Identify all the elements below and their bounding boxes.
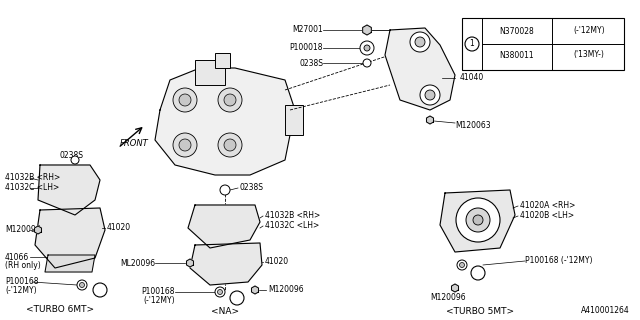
Text: 41020: 41020	[107, 223, 131, 233]
Polygon shape	[35, 226, 42, 234]
Text: 0238S: 0238S	[240, 182, 264, 191]
Circle shape	[456, 198, 500, 242]
Circle shape	[71, 156, 79, 164]
Text: A410001264: A410001264	[581, 306, 630, 315]
Bar	[215, 53, 230, 68]
Text: ('13MY-): ('13MY-)	[573, 51, 604, 60]
Text: P100168: P100168	[141, 287, 175, 297]
Text: N380011: N380011	[500, 51, 534, 60]
Bar	[285, 105, 303, 135]
Text: (-'12MY): (-'12MY)	[5, 286, 36, 295]
Bar	[462, 18, 624, 70]
Circle shape	[77, 280, 87, 290]
Text: ML20096: ML20096	[120, 259, 155, 268]
Circle shape	[230, 291, 244, 305]
Text: <NA>: <NA>	[211, 308, 239, 316]
Circle shape	[224, 94, 236, 106]
Polygon shape	[190, 243, 262, 285]
Polygon shape	[35, 208, 105, 268]
Text: FRONT: FRONT	[120, 139, 148, 148]
Text: 0238S: 0238S	[60, 150, 84, 159]
Circle shape	[420, 85, 440, 105]
Circle shape	[364, 45, 370, 51]
Polygon shape	[186, 259, 193, 267]
Polygon shape	[38, 165, 100, 215]
Circle shape	[79, 283, 84, 287]
Polygon shape	[188, 205, 260, 248]
Circle shape	[173, 133, 197, 157]
Polygon shape	[155, 68, 295, 175]
Text: M120096: M120096	[268, 285, 303, 294]
Circle shape	[363, 59, 371, 67]
Circle shape	[218, 88, 242, 112]
Text: 41040: 41040	[460, 74, 484, 83]
Text: M120096: M120096	[430, 293, 466, 302]
Text: 1: 1	[476, 270, 480, 276]
Circle shape	[224, 139, 236, 151]
Polygon shape	[452, 284, 458, 292]
Circle shape	[360, 41, 374, 55]
Text: 41032B <RH>: 41032B <RH>	[265, 211, 320, 220]
Text: P100018: P100018	[289, 44, 323, 52]
Circle shape	[415, 37, 425, 47]
Circle shape	[218, 133, 242, 157]
Circle shape	[466, 208, 490, 232]
Text: 1: 1	[235, 295, 239, 301]
Circle shape	[460, 262, 465, 268]
Text: N370028: N370028	[500, 27, 534, 36]
Circle shape	[425, 90, 435, 100]
Polygon shape	[440, 190, 515, 252]
Text: (RH only): (RH only)	[5, 261, 41, 270]
Circle shape	[179, 139, 191, 151]
Text: 1: 1	[98, 287, 102, 293]
Text: 41032B <RH>: 41032B <RH>	[5, 173, 60, 182]
Text: 41020: 41020	[265, 258, 289, 267]
Polygon shape	[385, 28, 455, 110]
Polygon shape	[363, 25, 371, 35]
Bar	[195, 60, 225, 85]
Circle shape	[93, 283, 107, 297]
Polygon shape	[45, 255, 95, 272]
Text: P100168 (-'12MY): P100168 (-'12MY)	[525, 257, 593, 266]
Circle shape	[457, 260, 467, 270]
Text: 41032C <LH>: 41032C <LH>	[265, 220, 319, 229]
Text: <TURBO 6MT>: <TURBO 6MT>	[26, 306, 94, 315]
Polygon shape	[252, 286, 259, 294]
Circle shape	[410, 32, 430, 52]
Text: M27001: M27001	[292, 26, 323, 35]
Circle shape	[471, 266, 485, 280]
Circle shape	[179, 94, 191, 106]
Text: 41032C <LH>: 41032C <LH>	[5, 183, 60, 193]
Text: <TURBO 5MT>: <TURBO 5MT>	[446, 308, 514, 316]
Text: 1: 1	[470, 39, 474, 49]
Text: 41020B <LH>: 41020B <LH>	[520, 211, 574, 220]
Text: 41020A <RH>: 41020A <RH>	[520, 201, 575, 210]
Text: P100168: P100168	[5, 277, 38, 286]
Polygon shape	[426, 116, 433, 124]
Text: 41066: 41066	[5, 252, 29, 261]
Circle shape	[215, 287, 225, 297]
Text: 0238S: 0238S	[299, 59, 323, 68]
Text: (-'12MY): (-'12MY)	[143, 295, 175, 305]
Circle shape	[465, 37, 479, 51]
Text: (-'12MY): (-'12MY)	[573, 27, 605, 36]
Circle shape	[173, 88, 197, 112]
Circle shape	[220, 185, 230, 195]
Circle shape	[218, 290, 223, 294]
Text: M120063: M120063	[455, 121, 491, 130]
Circle shape	[473, 215, 483, 225]
Text: M120096: M120096	[5, 226, 40, 235]
